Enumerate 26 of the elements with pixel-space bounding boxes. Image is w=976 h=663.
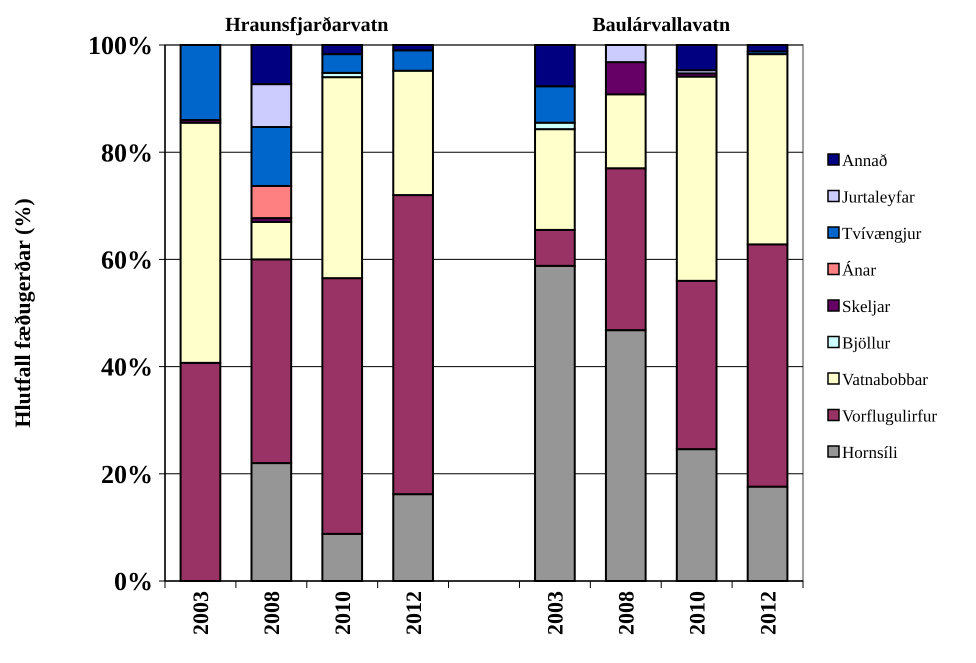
legend-label: Bjöllur: [842, 333, 891, 352]
x-tick-label: 2010: [684, 591, 710, 635]
x-tick-label: 2012: [400, 591, 426, 635]
legend-label: Hornsíli: [842, 442, 898, 462]
x-tick-label: 2010: [330, 591, 355, 635]
legend-label: Ánar: [842, 260, 876, 280]
y-tick-label: 100%: [88, 31, 153, 60]
legend-label: Tvívængjur: [842, 224, 922, 243]
y-tick-label: 20%: [101, 460, 153, 489]
text: Hraunsfjarðarvatn: [225, 14, 388, 36]
x-tick-label: 2008: [259, 591, 284, 635]
legend-label: Skeljar: [842, 296, 890, 316]
text: Baulárvallavatn: [592, 14, 730, 36]
legend-label: Vatnabobbar: [842, 370, 928, 389]
legend-label: Annað: [842, 150, 888, 170]
x-tick-label: 2012: [755, 591, 780, 635]
x-tick-label: 2003: [542, 591, 568, 635]
y-axis-title: Hlutfall fæðugerðar (%): [10, 198, 35, 428]
y-tick-label: 40%: [101, 352, 153, 382]
y-tick-label: 60%: [101, 246, 153, 274]
legend-label: Jurtaleyfar: [842, 187, 916, 206]
x-tick-label: 2003: [188, 591, 214, 635]
y-tick-label: 0%: [114, 567, 153, 596]
x-tick-label: 2008: [613, 591, 638, 635]
y-tick-label: 80%: [101, 138, 153, 168]
legend-label: Vorflugulirfur: [842, 406, 938, 426]
